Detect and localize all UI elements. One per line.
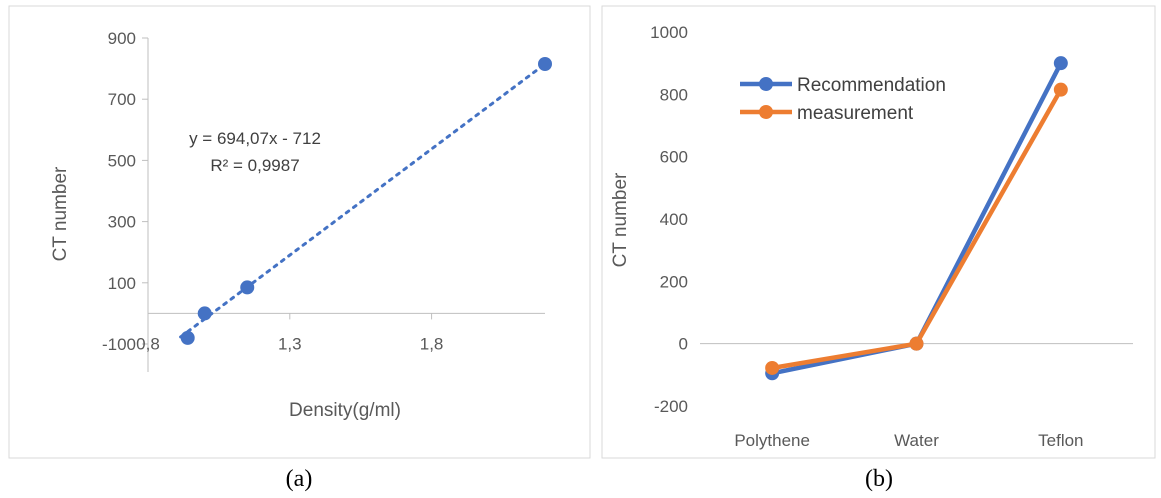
chart-a-y-tick-label: 900 <box>108 29 136 48</box>
chart-a-trendline <box>179 62 547 339</box>
chart-a-y-tick-label: 300 <box>108 213 136 232</box>
chart-b-series-point <box>765 360 780 375</box>
chart-b-legend-marker <box>759 105 773 119</box>
chart-a-y-tick-label: 500 <box>108 151 136 170</box>
chart-a: -100 100 300 500 700 900 0,8 1,3 1,8 y = 694,07… <box>50 29 552 421</box>
chart-a-y-axis-title: CT number <box>50 166 71 261</box>
chart-b-series-point <box>909 336 924 351</box>
chart-a-x-tick-label: 0,8 <box>136 334 160 353</box>
chart-b-x-tick-label: Polythene <box>734 431 810 450</box>
chart-b-series-point <box>1053 56 1068 71</box>
chart-b-frame <box>601 5 1156 459</box>
chart-a-y-tick-label: 100 <box>108 274 136 293</box>
caption-b: (b) <box>865 466 893 492</box>
chart-a-x-tick-label: 1,3 <box>278 334 302 353</box>
chart-a-y-tick-label: -100 <box>102 335 136 354</box>
chart-b-legend-label: Recommendation <box>797 75 946 96</box>
chart-b-y-tick-label: 600 <box>660 148 688 167</box>
chart-b-y-tick-label: 200 <box>660 272 688 291</box>
chart-a-x-tick-label: 1,8 <box>420 334 444 353</box>
chart-b-y-tick-label: 800 <box>660 85 688 104</box>
chart-b-x-tick-label: Teflon <box>1038 431 1083 450</box>
chart-b: -200 0 200 400 600 800 1000 Polythene Water Tefl… <box>610 23 1133 450</box>
chart-a-equation: y = 694,07x - 712 <box>189 129 321 148</box>
chart-a-point <box>180 330 195 345</box>
chart-b-x-tick-label: Water <box>894 431 939 450</box>
chart-a-point <box>240 280 255 295</box>
chart-a-r-squared: R² = 0,9987 <box>210 156 299 175</box>
chart-b-y-tick-label: -200 <box>654 397 688 416</box>
chart-b-legend-label: measurement <box>797 103 914 124</box>
chart-a-x-axis-title: Density(g/ml) <box>289 400 401 421</box>
chart-a-point <box>538 57 552 72</box>
chart-b-legend-marker <box>759 77 773 91</box>
caption-a: (a) <box>286 466 313 492</box>
chart-a-point <box>197 306 212 321</box>
chart-a-frame <box>8 5 591 459</box>
chart-a-y-tick-label: 700 <box>108 90 136 109</box>
chart-b-series-point <box>1053 82 1068 97</box>
chart-b-y-tick-label: 0 <box>679 335 688 354</box>
chart-b-y-tick-label: 400 <box>660 210 688 229</box>
chart-b-y-tick-label: 1000 <box>650 23 688 42</box>
chart-b-y-axis-title: CT number <box>610 172 631 267</box>
